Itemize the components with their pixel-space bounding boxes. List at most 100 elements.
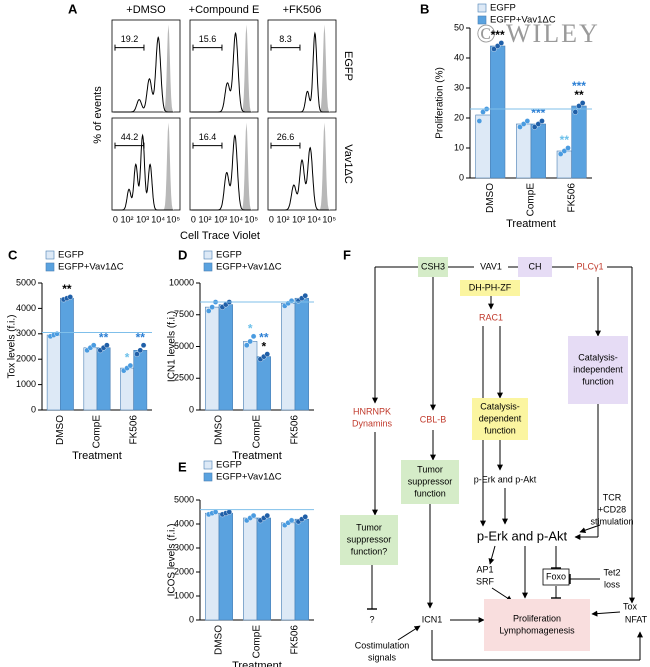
- y-tick-label: 3000: [16, 328, 36, 338]
- bar: [218, 512, 233, 621]
- column-title: +DMSO: [126, 4, 166, 16]
- data-point: [250, 512, 257, 519]
- node-label: RAC1: [479, 312, 503, 322]
- y-tick-label: 50: [454, 22, 464, 32]
- histogram-curve: [269, 31, 329, 113]
- histogram-curve: [113, 133, 173, 211]
- panel-label: D: [178, 247, 187, 262]
- bar: [571, 105, 587, 179]
- y-tick-label: 5000: [174, 494, 194, 504]
- data-point: [494, 43, 501, 49]
- node-label: AP1: [476, 564, 493, 574]
- panel-label: A: [68, 1, 78, 16]
- node-label: signals: [368, 652, 397, 662]
- legend-swatch: [203, 250, 213, 260]
- x-tick-label: 10⁵: [166, 214, 180, 224]
- data-point: [243, 342, 250, 349]
- bar: [256, 517, 271, 621]
- histogram-frame: [267, 117, 337, 211]
- y-tick-label: 7500: [174, 309, 194, 319]
- data-point: [302, 292, 309, 299]
- histogram-curve: [191, 134, 251, 211]
- node-label: ?: [369, 614, 374, 624]
- x-tick-label: FK506: [566, 183, 577, 213]
- legend-swatch: [45, 262, 55, 272]
- x-tick-label: 10³: [136, 214, 149, 224]
- node-label: HNRNPK: [353, 406, 391, 416]
- data-point: [572, 109, 579, 115]
- node-label: ICN1: [422, 614, 443, 624]
- bar: [294, 518, 309, 621]
- data-point: [264, 351, 271, 357]
- legend-swatch: [477, 3, 487, 13]
- y-axis-title: Tox levels (f.i.): [7, 315, 18, 379]
- y-tick-label: 1000: [16, 379, 36, 389]
- data-point: [104, 342, 110, 349]
- node-label: Lymphomagenesis: [499, 625, 575, 635]
- x-tick-label: 10⁴: [151, 214, 165, 224]
- data-point: [491, 46, 497, 52]
- legend-label: EGFP+Vav1ΔC: [216, 472, 282, 483]
- node-label: function: [414, 488, 446, 498]
- x-tick-label: CompE: [252, 415, 263, 449]
- data-point: [209, 304, 215, 310]
- node-label: suppressor: [408, 476, 453, 486]
- x-axis-title: Treatment: [232, 450, 282, 462]
- y-tick-label: 4000: [16, 303, 36, 313]
- panel-label: C: [8, 247, 18, 262]
- y-tick-label: 4000: [174, 518, 194, 528]
- node-box: [542, 568, 570, 586]
- node-label: NFAT: [625, 614, 648, 624]
- node-label: function?: [351, 546, 388, 556]
- node-box: [484, 599, 590, 651]
- bar: [256, 356, 271, 411]
- significance-star: *: [248, 322, 253, 336]
- bar: [294, 297, 309, 411]
- gate-percentage: 19.2: [121, 34, 139, 44]
- significance-star: ***: [531, 106, 545, 120]
- node-box: [568, 336, 628, 404]
- x-tick-label: DMSO: [214, 415, 225, 445]
- bar: [281, 522, 296, 621]
- node-label: stimulation: [590, 516, 633, 526]
- x-tick-label: 0: [269, 214, 274, 224]
- node-label: dependent: [479, 413, 522, 423]
- legend-swatch: [477, 15, 487, 25]
- data-point: [127, 362, 134, 369]
- node-label: SRF: [476, 576, 495, 586]
- bar: [218, 304, 233, 411]
- diagram-edge: [579, 524, 601, 534]
- bar: [475, 114, 491, 179]
- column-title: +FK506: [283, 4, 322, 16]
- data-point: [288, 517, 295, 524]
- bar: [120, 367, 134, 411]
- x-tick-label: DMSO: [214, 625, 225, 655]
- histogram-frame: [189, 117, 259, 211]
- gate-percentage: 16.4: [199, 132, 217, 142]
- node-label: Foxo: [546, 571, 566, 581]
- node-box: [460, 280, 520, 296]
- diagram-edge: [591, 610, 621, 617]
- node-label: function: [484, 425, 516, 435]
- x-tick-label: 10²: [120, 214, 133, 224]
- panel-label: B: [420, 1, 429, 16]
- bar: [243, 517, 258, 621]
- y-axis-title: % of events: [92, 86, 104, 144]
- histogram-curve: [113, 36, 173, 113]
- x-tick-label: 10⁴: [307, 214, 321, 224]
- x-tick-label: 10⁴: [229, 214, 243, 224]
- x-tick-label: 10⁵: [244, 214, 258, 224]
- y-tick-label: 10: [454, 142, 464, 152]
- node-label: loss: [604, 579, 621, 589]
- row-title: Vav1ΔC: [342, 144, 354, 184]
- node-label: independent: [573, 364, 623, 374]
- row-title: EGFP: [342, 51, 354, 81]
- node-label: CBL-B: [420, 414, 447, 424]
- node-label: CSH3: [421, 261, 445, 271]
- x-tick-label: CompE: [92, 415, 103, 449]
- node-label: Costimulation: [355, 640, 410, 650]
- x-tick-label: 10³: [292, 214, 305, 224]
- node-label: Tumor: [417, 464, 443, 474]
- x-tick-label: FK506: [290, 625, 301, 655]
- bar: [96, 347, 111, 411]
